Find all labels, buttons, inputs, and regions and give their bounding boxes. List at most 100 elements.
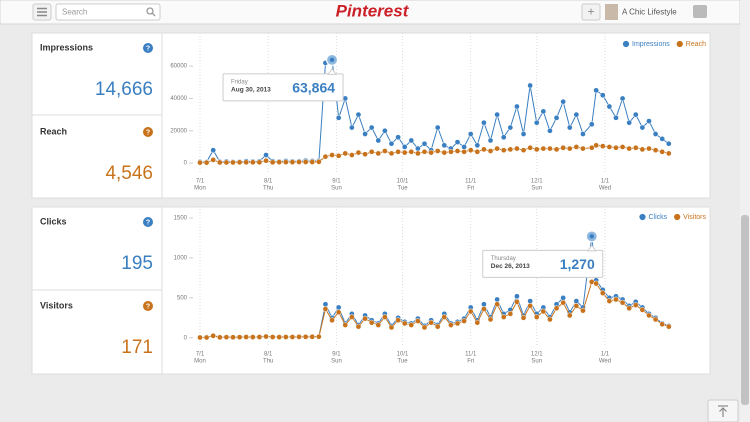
scrollbar-thumb[interactable] bbox=[741, 215, 749, 405]
x-tick-label: 7/1 bbox=[196, 179, 205, 185]
data-point bbox=[646, 118, 652, 124]
data-point bbox=[507, 146, 514, 153]
data-point bbox=[580, 307, 586, 314]
data-point bbox=[613, 144, 619, 151]
data-point bbox=[415, 318, 421, 324]
x-tick-weekday: Tue bbox=[397, 186, 408, 192]
data-point bbox=[401, 320, 408, 327]
data-point bbox=[302, 159, 309, 165]
metric-name: Clicks bbox=[40, 216, 67, 226]
menu-icon bbox=[37, 7, 47, 17]
data-point bbox=[368, 148, 375, 155]
data-point bbox=[474, 148, 481, 155]
data-point bbox=[362, 315, 368, 322]
data-point bbox=[230, 334, 236, 341]
data-point bbox=[401, 149, 408, 156]
x-tick-weekday: Mon bbox=[194, 186, 206, 192]
data-point bbox=[573, 298, 580, 304]
data-point bbox=[236, 334, 243, 341]
user-name[interactable]: A Chic Lifestyle bbox=[622, 8, 677, 17]
y-tick-label: 0 bbox=[184, 335, 188, 341]
data-point bbox=[580, 145, 586, 152]
data-point bbox=[296, 334, 302, 340]
data-point bbox=[467, 147, 474, 154]
avatar[interactable] bbox=[605, 4, 618, 20]
data-point bbox=[269, 159, 276, 166]
data-point bbox=[540, 145, 547, 152]
data-point bbox=[520, 314, 527, 321]
data-point bbox=[646, 145, 652, 152]
tooltip-value: 63,864 bbox=[292, 80, 335, 96]
data-point bbox=[467, 131, 474, 137]
help-icon[interactable] bbox=[143, 127, 153, 137]
highlight-core bbox=[329, 57, 335, 63]
data-point bbox=[619, 95, 626, 102]
y-tick-label: 60000 bbox=[170, 64, 187, 70]
legend-label: Clicks bbox=[649, 214, 668, 221]
data-point bbox=[606, 103, 613, 110]
x-tick-weekday: Wed bbox=[599, 359, 611, 365]
data-point bbox=[481, 146, 487, 153]
x-tick-weekday: Sun bbox=[531, 186, 542, 192]
data-point bbox=[619, 144, 626, 150]
data-point bbox=[573, 303, 580, 309]
add-label: + bbox=[587, 5, 594, 19]
data-point bbox=[487, 148, 494, 154]
data-point bbox=[481, 306, 487, 312]
data-point bbox=[428, 319, 434, 326]
data-point bbox=[355, 149, 362, 156]
data-point bbox=[599, 143, 606, 149]
data-point bbox=[249, 334, 256, 340]
legend-label: Reach bbox=[686, 41, 706, 48]
data-point bbox=[500, 134, 507, 141]
help-icon[interactable] bbox=[143, 43, 153, 53]
data-point bbox=[547, 145, 553, 152]
data-point bbox=[619, 299, 626, 306]
data-point bbox=[368, 319, 375, 326]
notifications-icon[interactable] bbox=[693, 5, 707, 18]
data-point bbox=[329, 152, 335, 158]
data-point bbox=[401, 144, 408, 150]
data-point bbox=[210, 157, 217, 163]
help-icon[interactable] bbox=[143, 217, 153, 227]
data-point bbox=[197, 159, 203, 166]
x-tick-weekday: Wed bbox=[599, 186, 611, 192]
data-point bbox=[382, 127, 388, 134]
x-tick-label: 9/1 bbox=[332, 179, 341, 185]
data-point bbox=[210, 332, 217, 339]
data-point bbox=[599, 290, 606, 296]
data-point bbox=[269, 334, 276, 340]
data-point bbox=[540, 308, 547, 315]
help-label: ? bbox=[146, 129, 150, 136]
data-point bbox=[533, 314, 540, 320]
data-point bbox=[533, 146, 540, 153]
logo[interactable]: Pinterest bbox=[336, 1, 410, 20]
x-tick-weekday: Thu bbox=[263, 186, 273, 192]
search-box[interactable] bbox=[55, 3, 161, 21]
add-button[interactable] bbox=[581, 3, 601, 21]
scrollbar-track bbox=[740, 0, 750, 422]
data-point bbox=[368, 124, 375, 131]
x-tick-weekday: Sun bbox=[331, 359, 342, 365]
data-point bbox=[388, 324, 395, 331]
search-placeholder: Search bbox=[62, 8, 87, 17]
data-point bbox=[560, 98, 567, 105]
data-point bbox=[514, 103, 520, 110]
help-label: ? bbox=[146, 303, 150, 310]
data-point bbox=[309, 159, 316, 165]
data-point bbox=[547, 316, 553, 323]
x-tick-weekday: Fri bbox=[467, 186, 474, 192]
data-point bbox=[309, 333, 316, 340]
data-point bbox=[474, 142, 481, 149]
data-point bbox=[454, 139, 461, 145]
data-point bbox=[652, 316, 659, 323]
help-icon[interactable] bbox=[143, 301, 153, 311]
tooltip-pointer bbox=[327, 68, 338, 75]
data-point bbox=[527, 144, 533, 151]
data-point bbox=[632, 302, 639, 308]
data-point bbox=[382, 148, 388, 154]
data-point bbox=[342, 322, 349, 328]
data-point bbox=[652, 147, 659, 154]
data-point bbox=[434, 323, 441, 330]
help-label: ? bbox=[146, 45, 150, 52]
